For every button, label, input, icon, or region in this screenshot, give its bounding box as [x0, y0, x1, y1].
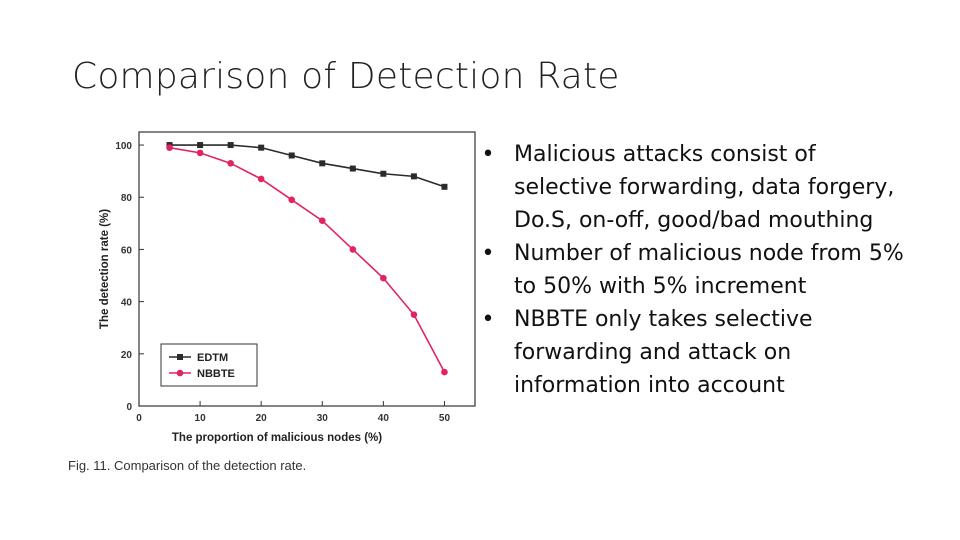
series-line-edtm: [169, 144, 445, 188]
bullet-text: Number of malicious node from 5% to 50% …: [514, 241, 904, 299]
x-tick-label: 30: [317, 413, 329, 424]
data-point-nbbte: [318, 217, 326, 225]
bullet-marker: •: [481, 307, 495, 332]
bullet-text: NBBTE only takes selective forwarding an…: [514, 307, 813, 398]
data-point-nbbte: [441, 368, 448, 376]
y-tick-label: 40: [121, 298, 133, 309]
x-axis-label: The proportion of malicious nodes (%): [172, 432, 382, 444]
data-point-nbbte: [196, 149, 204, 157]
bullet-marker: •: [481, 142, 495, 167]
bullet-item: • Malicious attacks consist of selective…: [478, 138, 918, 237]
data-point-edtm: [410, 173, 417, 180]
data-point-nbbte: [349, 246, 357, 253]
chart-svg: 0 20 40 60 80 100 0 10 20 30 40 50 The proportion of…: [99, 131, 476, 444]
figure-caption: Fig. 11. Comparison of the detection rat…: [68, 458, 307, 473]
data-point-edtm: [349, 165, 356, 172]
data-point-nbbte: [410, 311, 418, 318]
data-point-nbbte: [257, 175, 265, 183]
data-point-nbbte: [227, 160, 234, 167]
series-line-nbbte: [169, 146, 446, 373]
data-point-edtm: [227, 142, 234, 149]
legend-marker: [177, 354, 183, 360]
x-tick-label: 40: [378, 413, 390, 424]
legend-box: [160, 343, 258, 387]
y-tick-label: 20: [121, 350, 133, 361]
y-axis-label: The detection rate (%): [99, 209, 111, 329]
legend-label: NBBTE: [197, 368, 235, 380]
x-tick-label: 0: [136, 413, 142, 424]
data-point-edtm: [380, 170, 387, 177]
x-tick-label: 20: [256, 413, 268, 424]
data-point-edtm: [288, 152, 295, 159]
x-tick-label: 50: [439, 413, 451, 424]
bullet-list: • Malicious attacks consist of selective…: [478, 138, 918, 402]
legend-label: EDTM: [197, 352, 228, 364]
y-tick-label: 0: [126, 402, 132, 413]
data-point-edtm: [441, 183, 448, 190]
x-tick-label: 10: [195, 413, 207, 424]
bullet-item: • Number of malicious node from 5% to 50…: [478, 237, 918, 303]
bullet-marker: •: [481, 241, 495, 266]
y-tick-label: 80: [121, 193, 133, 204]
data-point-edtm: [319, 160, 326, 167]
slide-title: Comparison of Detection Rate: [72, 56, 620, 97]
data-point-nbbte: [166, 144, 173, 151]
data-point-nbbte: [288, 196, 296, 204]
data-point-edtm: [197, 142, 204, 149]
detection-rate-chart: 0 20 40 60 80 100 0 10 20 30 40 50 The proportion of…: [60, 120, 480, 480]
bullet-item: • NBBTE only takes selective forwarding …: [478, 303, 918, 402]
plot-frame: [138, 131, 476, 407]
y-tick-label: 100: [115, 141, 132, 152]
data-point-nbbte: [380, 274, 387, 282]
legend-marker: [176, 369, 184, 377]
y-tick-label: 60: [121, 245, 133, 256]
data-point-edtm: [258, 144, 265, 151]
bullet-text: Malicious attacks consist of selective f…: [514, 142, 895, 233]
